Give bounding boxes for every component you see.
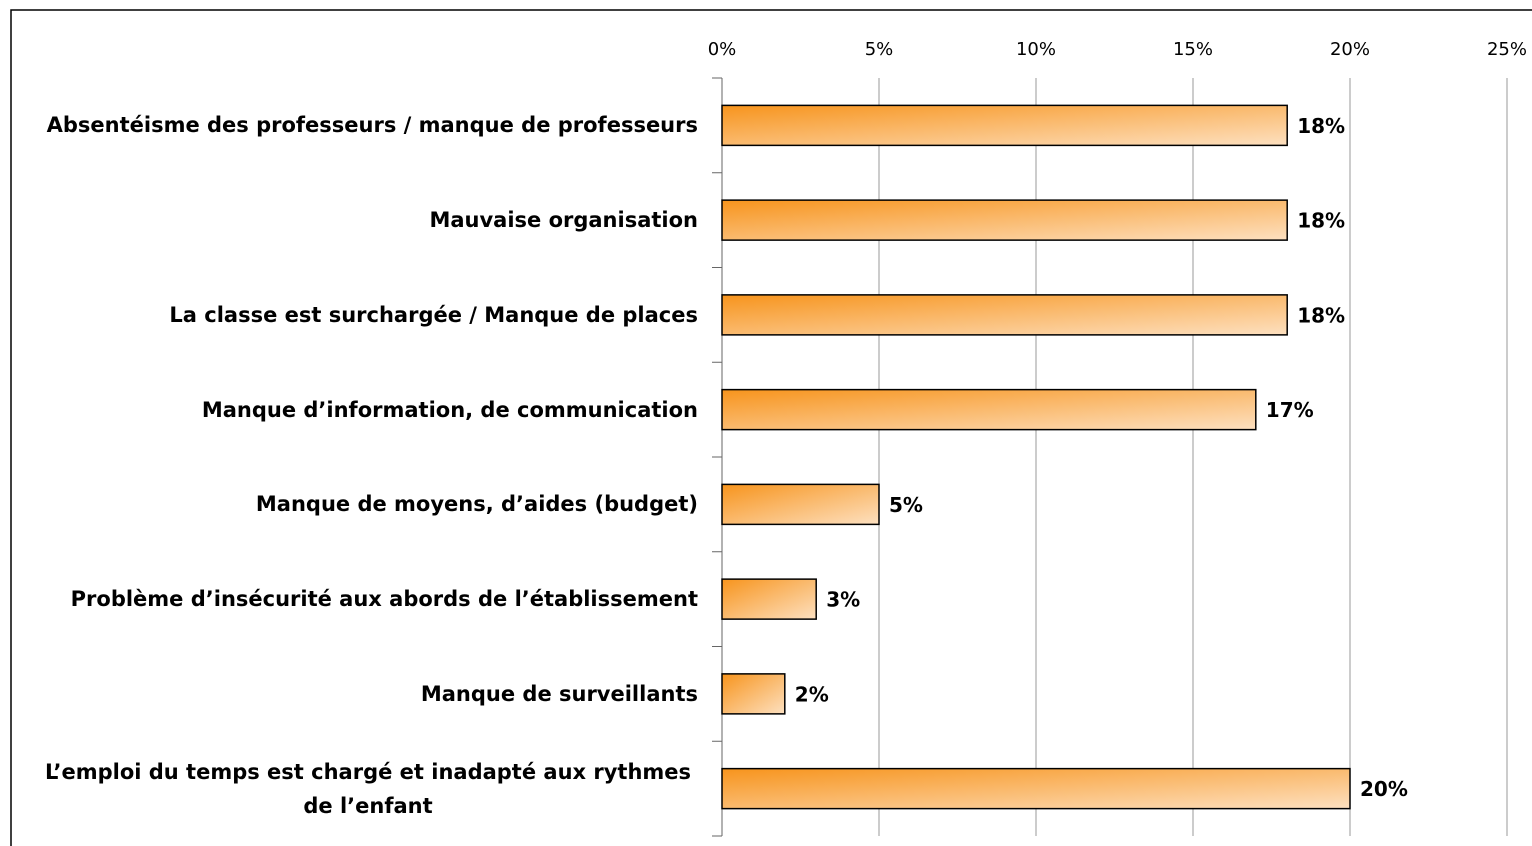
- category-label: Mauvaise organisation: [429, 208, 698, 233]
- bar: [721, 673, 786, 715]
- x-tick-label: 0%: [708, 39, 737, 60]
- chart-border: [10, 9, 1532, 846]
- category-label: Manque de moyens, d’aides (budget): [255, 492, 698, 517]
- x-tick-label: 20%: [1330, 39, 1370, 60]
- value-label: 2%: [795, 682, 829, 706]
- category-label: La classe est surchargée / Manque de pla…: [169, 302, 698, 327]
- value-label: 18%: [1297, 114, 1345, 138]
- category-label: Manque de surveillants: [420, 681, 698, 706]
- x-tick-label: 15%: [1173, 39, 1213, 60]
- bar: [721, 294, 1288, 336]
- value-label: 18%: [1297, 303, 1345, 327]
- x-tick-label: 5%: [865, 39, 894, 60]
- value-label: 20%: [1360, 777, 1408, 801]
- category-label: Absentéisme des professeurs / manque de …: [46, 113, 698, 138]
- bar: [721, 578, 817, 620]
- bar: [721, 388, 1257, 431]
- x-tick-label: 25%: [1487, 39, 1527, 60]
- x-tick-label: 10%: [1016, 39, 1056, 60]
- bar: [721, 767, 1351, 810]
- category-label: Problème d’insécurité aux abords de l’ét…: [70, 587, 698, 612]
- bar: [721, 483, 880, 526]
- value-label: 5%: [889, 493, 923, 517]
- category-label: L’emploi du temps est chargé et inadapté…: [44, 759, 692, 818]
- bar: [721, 199, 1288, 241]
- bar: [721, 104, 1288, 147]
- value-label: 3%: [826, 588, 860, 612]
- category-label: Manque d’information, de communication: [201, 397, 698, 422]
- value-label: 17%: [1266, 398, 1314, 422]
- value-label: 18%: [1297, 209, 1345, 233]
